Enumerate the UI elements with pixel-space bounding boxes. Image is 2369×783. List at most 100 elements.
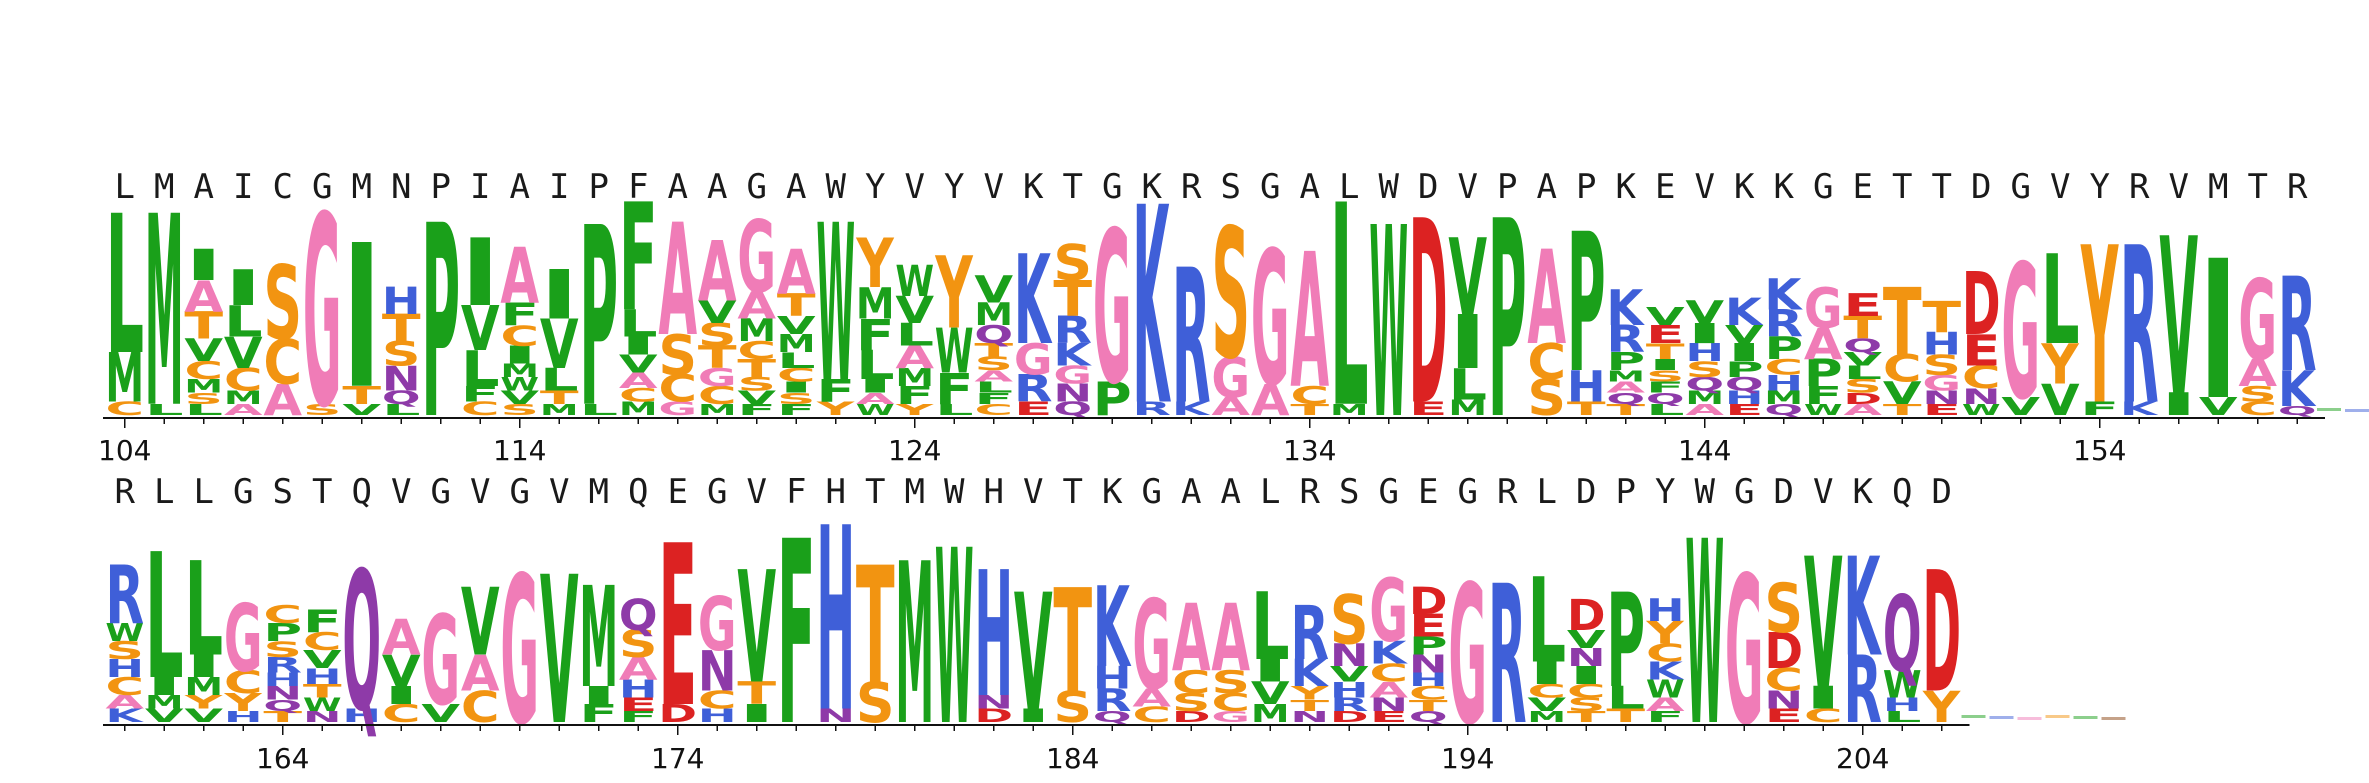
logo-letter: N <box>1290 708 1329 726</box>
consensus-residue: W <box>1695 472 1716 512</box>
logo-letter: K <box>1172 398 1212 420</box>
logo-letter: Q <box>1646 390 1685 408</box>
consensus-residue: V <box>2050 167 2070 207</box>
logo-letter: T <box>263 708 303 726</box>
logo-letter: F <box>974 389 1013 407</box>
logo-letter: E <box>1646 320 1685 349</box>
logo-tail-mark <box>2317 408 2341 411</box>
logo-letter: N <box>382 358 421 398</box>
logo-letter: K <box>1290 652 1329 695</box>
consensus-residue: P <box>431 167 451 207</box>
logo-letter: F <box>619 173 658 345</box>
logo-letter: I <box>1804 680 1843 716</box>
logo-letter: I <box>777 378 816 396</box>
logo-letter: D <box>1843 390 1882 408</box>
logo-letter: M <box>1606 367 1645 385</box>
consensus-residue: T <box>1063 472 1083 512</box>
consensus-residue: V <box>747 472 767 512</box>
consensus-residue: A <box>1181 472 1201 512</box>
logo-letter: S <box>500 401 539 419</box>
logo-letter: H <box>303 664 342 689</box>
logo-tail-mark <box>2045 715 2070 718</box>
logo-letter: S <box>1172 688 1211 717</box>
logo-letter: P <box>1764 331 1803 367</box>
logo-letter: C <box>1567 680 1606 702</box>
logo-letter: Q <box>1409 708 1448 726</box>
consensus-residue: V <box>549 472 569 512</box>
consensus-residue: R <box>1497 472 1518 512</box>
logo-letter: F <box>816 373 855 409</box>
logo-letter: V <box>974 269 1013 312</box>
consensus-residue: T <box>1892 167 1912 207</box>
logo-letter: H <box>816 473 855 768</box>
consensus-residue: R <box>1300 472 1321 512</box>
logo-letter: C <box>263 600 302 629</box>
logo-letter: V <box>619 350 658 379</box>
logo-letter: V <box>2159 193 2198 444</box>
logo-letter: V <box>1685 294 1724 330</box>
logo-letter: H <box>342 705 381 727</box>
logo-letter: Y <box>1645 616 1685 652</box>
logo-letter: Q <box>619 591 658 641</box>
logo-letter: R <box>1488 544 1527 767</box>
logo-letter: E <box>1014 398 1053 419</box>
logo-letter: A <box>777 237 816 308</box>
logo-letter: V <box>461 569 500 677</box>
consensus-residue: Q <box>628 472 648 512</box>
logo-letter: A <box>1527 224 1566 374</box>
logo-letter: T <box>1646 339 1686 364</box>
logo-letter: R <box>2278 251 2317 401</box>
logo-letter: I <box>1685 317 1724 349</box>
logo-letter: F <box>461 382 500 407</box>
logo-letter: N <box>1962 384 2001 409</box>
logo-letter: T <box>1883 270 1922 377</box>
logo-letter: K <box>1093 564 1132 693</box>
logo-tail-mark <box>2101 717 2126 720</box>
logo-letter: H <box>1685 338 1724 367</box>
logo-letter: T <box>1606 401 1646 419</box>
logo-letter: V <box>737 540 776 719</box>
logo-letter: K <box>2120 398 2160 420</box>
logo-letter: G <box>303 162 342 467</box>
consensus-residue: H <box>826 472 846 512</box>
consensus-residue: L <box>1537 472 1557 512</box>
logo-letter: M <box>105 340 144 419</box>
logo-letter: L <box>145 401 184 419</box>
consensus-residue: G <box>747 167 767 207</box>
logo-letter: D <box>1567 589 1606 640</box>
logo-letter: C <box>1369 659 1408 688</box>
logo-letter: H <box>1764 371 1803 396</box>
logo-letter: C <box>619 385 658 407</box>
consensus-residue: V <box>1023 472 1043 512</box>
logo-letter: N <box>1330 638 1369 673</box>
consensus-residue: L <box>1260 472 1280 512</box>
logo-letter: E <box>619 694 658 715</box>
logo-letter: N <box>1053 379 1092 408</box>
logo-letter: C <box>105 398 144 420</box>
logo-letter: G <box>2001 226 2040 441</box>
logo-letter: T <box>856 534 895 721</box>
consensus-residue: L <box>154 472 174 512</box>
logo-letter: V <box>1330 662 1369 687</box>
logo-letter: E <box>1962 325 2001 376</box>
logo-letter: H <box>1330 678 1369 703</box>
logo-letter: G <box>1369 562 1408 663</box>
logo-letter: M <box>777 329 816 358</box>
axis-tick-label: 204 <box>1836 742 1889 775</box>
logo-letter: L <box>145 517 184 718</box>
logo-letter: I <box>342 204 381 433</box>
logo-letter: Q <box>974 320 1013 349</box>
logo-letter: S <box>1764 570 1803 649</box>
consensus-residue: K <box>1142 167 1163 207</box>
consensus-residue: K <box>1616 167 1637 207</box>
logo-letter: N <box>816 705 855 727</box>
consensus-residue: S <box>273 472 293 512</box>
logo-letter: C <box>698 381 737 410</box>
logo-letter: T <box>1567 708 1607 726</box>
logo-letter: V <box>540 534 579 770</box>
logo-letter: L <box>1843 362 1882 384</box>
consensus-residue: V <box>984 167 1004 207</box>
logo-letter: S <box>1685 357 1724 382</box>
consensus-residue: E <box>1418 472 1438 512</box>
logo-letter: W <box>105 619 144 647</box>
